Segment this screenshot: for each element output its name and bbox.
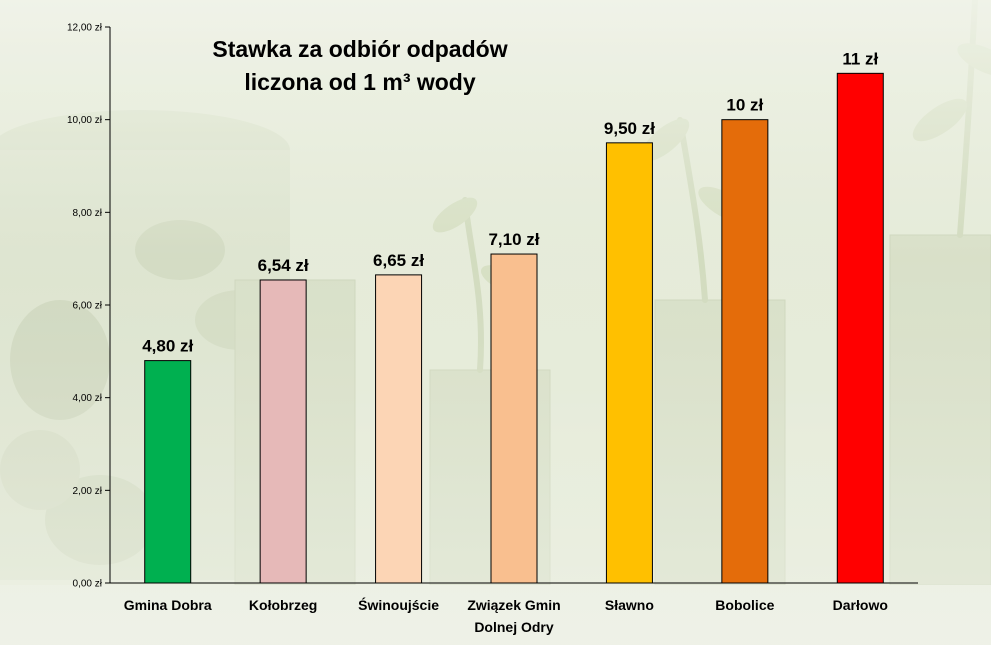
y-tick-label: 8,00 zł — [73, 208, 103, 219]
x-category-label: Kołobrzeg — [249, 597, 317, 613]
chart-title-line-1: Stawka za odbiór odpadów — [212, 36, 507, 62]
y-tick-label: 4,00 zł — [73, 393, 103, 404]
data-label: 6,54 zł — [258, 256, 309, 275]
data-label: 10 zł — [726, 96, 763, 115]
x-category-label: Dolnej Odry — [474, 619, 554, 635]
y-tick-label: 10,00 zł — [67, 115, 103, 126]
bar — [836, 72, 884, 584]
bars-group — [144, 72, 884, 584]
bar — [259, 279, 307, 584]
x-category-label: Związek Gmin — [467, 597, 560, 613]
x-category-label: Darłowo — [833, 597, 888, 613]
data-label: 4,80 zł — [142, 337, 193, 356]
y-tick-label: 6,00 zł — [73, 301, 103, 312]
data-label: 7,10 zł — [488, 230, 539, 249]
data-label: 11 zł — [842, 49, 878, 68]
data-labels-group: 4,80 zł 6,54 zł 6,65 zł 7,10 zł 9,50 zł 10 zł… — [142, 49, 878, 355]
bar — [490, 253, 538, 584]
y-tick-label: 2,00 zł — [73, 486, 103, 497]
data-label: 6,65 zł — [373, 251, 424, 270]
x-category-label: Sławno — [605, 597, 654, 613]
bar — [721, 119, 769, 584]
data-label: 9,50 zł — [604, 119, 655, 138]
x-category-label: Bobolice — [715, 597, 774, 613]
bar — [605, 142, 653, 584]
bar — [375, 274, 423, 584]
chart-title-line-2: liczona od 1 m³ wody — [244, 69, 476, 95]
y-axis-ticks: 0,00 zł 2,00 zł 4,00 zł 6,00 zł 8,00 zł 10,00… — [67, 23, 110, 590]
bar — [144, 360, 192, 584]
x-axis-labels: Gmina Dobra Kołobrzeg Świnoujście Związek G… — [124, 596, 888, 635]
y-tick-label: 12,00 zł — [67, 23, 103, 34]
y-tick-label: 0,00 zł — [73, 579, 103, 590]
x-category-label: Świnoujście — [358, 596, 439, 613]
x-category-label: Gmina Dobra — [124, 597, 212, 613]
